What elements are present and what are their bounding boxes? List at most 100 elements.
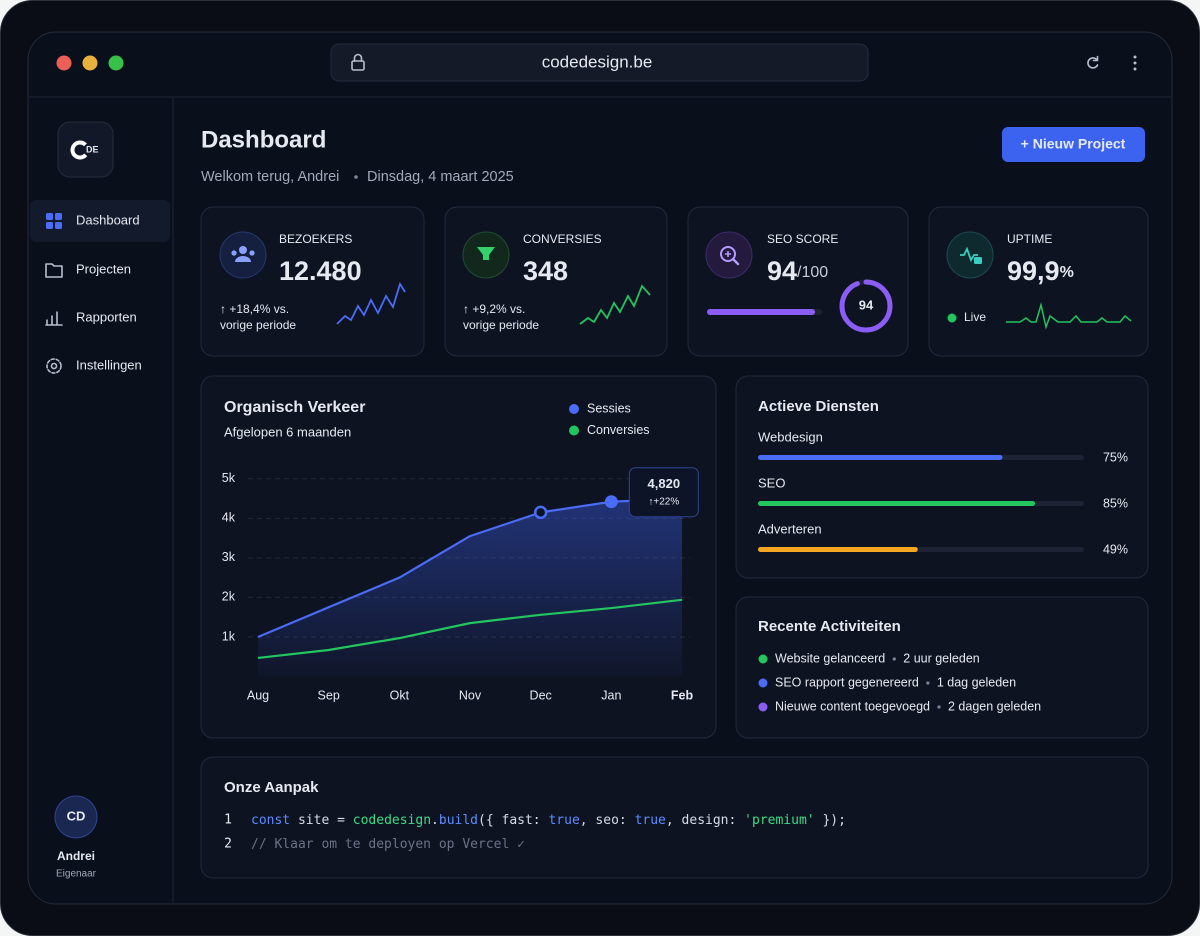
code-block: 1 const site = codedesign.build({ fast: t… bbox=[224, 813, 846, 852]
stat-icon-bg bbox=[219, 231, 267, 279]
user-name: Andrei bbox=[57, 849, 95, 863]
y-tick-label: 3k bbox=[222, 550, 236, 564]
nav-item[interactable]: Dashboard bbox=[76, 212, 140, 227]
code-line: // Klaar om te deployen op Vercel ✓ bbox=[251, 837, 525, 852]
stat-label: CONVERSIES bbox=[523, 232, 602, 246]
user-role: Eigenaar bbox=[56, 869, 97, 880]
sparkline bbox=[336, 281, 406, 325]
date: Dinsdag, 4 maart 2025 bbox=[367, 169, 514, 185]
live-dot bbox=[947, 313, 957, 323]
funnel-icon bbox=[477, 247, 495, 260]
nav-item[interactable]: Instellingen bbox=[76, 357, 142, 372]
greeting: Welkom terug, Andrei bbox=[201, 169, 339, 185]
url-text: codedesign.be bbox=[542, 52, 653, 71]
code-token: , seo: bbox=[580, 813, 635, 828]
activity-dot bbox=[758, 702, 768, 712]
x-tick-label: Okt bbox=[390, 688, 410, 702]
avatar[interactable] bbox=[54, 795, 98, 839]
service-name: Adverteren bbox=[758, 521, 822, 536]
logo-box[interactable] bbox=[57, 121, 114, 178]
service-name: Webdesign bbox=[758, 429, 823, 444]
window-close[interactable] bbox=[56, 55, 72, 71]
line-number: 2 bbox=[224, 837, 232, 852]
code-token: ({ fast: bbox=[478, 813, 548, 828]
service-percent: 75% bbox=[1103, 450, 1128, 464]
code-token: site = bbox=[290, 813, 353, 828]
activity-text: Nieuwe content toegevoegd bbox=[775, 699, 930, 713]
users-icon bbox=[231, 246, 255, 262]
logo-mark bbox=[70, 140, 90, 160]
separator-dot bbox=[354, 175, 358, 179]
window-maximize[interactable] bbox=[108, 55, 124, 71]
stat-icon-bg bbox=[705, 231, 753, 279]
x-tick-label: Dec bbox=[530, 688, 552, 702]
x-tick-label: Aug bbox=[247, 688, 269, 702]
live-status: Live bbox=[964, 310, 986, 324]
new-project-label: + Nieuw Project bbox=[1021, 136, 1126, 152]
avatar-initials: CD bbox=[67, 808, 86, 823]
code-token: , design: bbox=[666, 813, 744, 828]
menu-icon[interactable] bbox=[1133, 55, 1137, 71]
legend-label: Sessies bbox=[587, 401, 631, 415]
x-tick-label: Nov bbox=[459, 688, 482, 702]
code-line: const site = codedesign.build({ fast: tr… bbox=[251, 813, 846, 828]
seo-score: 94 bbox=[767, 256, 797, 286]
activity-text: SEO rapport gegenereerd bbox=[775, 675, 919, 689]
code-card bbox=[200, 756, 1149, 879]
uptime-unit: % bbox=[1060, 264, 1074, 281]
y-tick-label: 4k bbox=[222, 511, 236, 525]
point-marker bbox=[604, 495, 618, 509]
url-bar[interactable] bbox=[330, 43, 869, 82]
seo-score-max: /100 bbox=[797, 264, 828, 281]
code-token: true bbox=[635, 813, 666, 828]
area bbox=[258, 498, 682, 677]
tooltip-change: ↑+22% bbox=[648, 496, 679, 507]
services-title: Actieve Diensten bbox=[758, 398, 879, 415]
code-title: Onze Aanpak bbox=[224, 779, 319, 796]
service-bar bbox=[758, 547, 918, 552]
legend-swatch bbox=[569, 404, 579, 414]
y-tick-label: 5k bbox=[222, 471, 236, 485]
code-token: build bbox=[439, 813, 478, 828]
service-percent: 49% bbox=[1103, 542, 1128, 556]
service-name: SEO bbox=[758, 475, 785, 490]
activity-time: 2 uur geleden bbox=[903, 651, 980, 665]
uptime-icon bbox=[960, 246, 982, 264]
window-minimize[interactable] bbox=[82, 55, 98, 71]
code-token: const bbox=[251, 813, 290, 828]
seo-icon bbox=[720, 246, 740, 266]
nav-item[interactable]: Projecten bbox=[76, 261, 131, 276]
nav-icon-reports bbox=[45, 311, 63, 326]
code-token: // Klaar om te deployen op Vercel ✓ bbox=[251, 837, 525, 852]
tooltip bbox=[628, 467, 699, 518]
sparkline bbox=[579, 284, 651, 325]
separator-dot bbox=[937, 705, 941, 709]
nav-item[interactable]: Rapporten bbox=[76, 309, 137, 324]
sparkline bbox=[1006, 302, 1132, 330]
stat-label: UPTIME bbox=[1007, 232, 1052, 246]
point-marker bbox=[533, 505, 548, 520]
stat-note: vorige periode bbox=[463, 318, 539, 332]
y-tick-label: 2k bbox=[222, 590, 236, 604]
reload-icon[interactable] bbox=[1087, 55, 1099, 69]
legend-label: Conversies bbox=[587, 423, 650, 437]
activities-list: Website gelanceerd 2 uur geleden SEO rappo… bbox=[758, 651, 1041, 713]
nav-icon-folder bbox=[45, 263, 63, 278]
logo-text: DE bbox=[86, 144, 99, 154]
separator-dot bbox=[892, 657, 896, 661]
code-token: codedesign bbox=[353, 813, 431, 828]
activity-dot bbox=[758, 678, 768, 688]
line bbox=[257, 598, 683, 660]
stat-change: ↑ +9,2% vs. bbox=[463, 302, 525, 316]
uptime-value: 99,9 bbox=[1007, 256, 1060, 286]
activity-time: 2 dagen geleden bbox=[948, 699, 1041, 713]
chart: 1k 2k 3k 4k 5k Aug Sep Okt Nov Dec Jan Feb Sessies Co… bbox=[222, 401, 699, 702]
services-card bbox=[735, 375, 1149, 579]
legend-swatch bbox=[569, 425, 579, 436]
new-project-button[interactable] bbox=[1002, 127, 1145, 162]
page-title: Dashboard bbox=[201, 126, 326, 153]
chart-title: Organisch Verkeer bbox=[224, 399, 365, 416]
chart-subtitle: Afgelopen 6 maanden bbox=[224, 424, 351, 439]
activities-card bbox=[735, 596, 1149, 739]
x-tick-label: Feb bbox=[671, 688, 694, 702]
